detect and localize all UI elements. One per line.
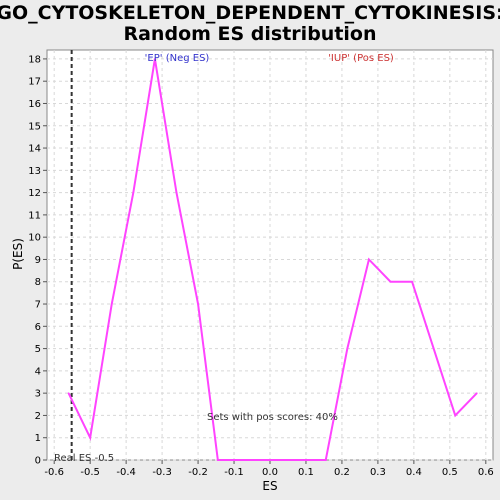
y-tick-label: 9 [35, 255, 41, 266]
y-tick-label: 16 [28, 99, 41, 110]
y-tick-label: 12 [28, 188, 41, 199]
data-point [432, 347, 435, 350]
y-tick-label: 5 [35, 344, 41, 355]
grid-lines [47, 50, 493, 461]
y-tick-label: 0 [35, 456, 41, 467]
data-point [411, 280, 413, 283]
data-point [154, 58, 156, 60]
data-point [281, 459, 284, 461]
x-tick-label: 0.2 [334, 467, 350, 478]
data-point [476, 392, 478, 394]
data-point [324, 459, 327, 461]
data-point [346, 347, 349, 350]
chart-title-line1: GO_CYTOSKELETON_DEPENDENT_CYTOKINESIS: [0, 2, 500, 24]
x-tick-label: -0.1 [224, 467, 244, 478]
x-tick-label: -0.4 [116, 467, 136, 478]
data-point [217, 459, 219, 461]
y-tick-label: 3 [35, 389, 41, 400]
series-points [67, 58, 478, 461]
x-tick-label: 0.0 [262, 467, 278, 478]
data-point [197, 303, 199, 305]
y-tick-label: 10 [28, 233, 41, 244]
x-tick-label: -0.6 [44, 467, 64, 478]
data-point [303, 459, 305, 461]
series-line [67, 58, 478, 461]
real-es-label: Real ES -0.5 [54, 453, 114, 464]
x-tick-label: 0.3 [370, 467, 386, 478]
x-axis-ticks: -0.6 -0.5 -0.4 -0.3 -0.2 -0.1 0.0 0.1 0.2 0.3 0.4 0… [44, 460, 494, 478]
x-tick-label: 0.5 [442, 467, 458, 478]
data-point [89, 436, 91, 439]
data-point [454, 414, 457, 417]
neg-es-label: 'EP' (Neg ES) [145, 53, 210, 64]
y-tick-label: 8 [35, 277, 41, 288]
pos-scores-label: Sets with pos scores: 40% [207, 412, 338, 423]
y-tick-label: 4 [35, 366, 41, 377]
x-tick-label: 0.6 [478, 467, 494, 478]
data-point [238, 459, 241, 461]
y-tick-label: 7 [35, 300, 41, 311]
x-tick-label: -0.5 [80, 467, 100, 478]
y-tick-label: 18 [28, 54, 41, 65]
data-point [260, 459, 262, 461]
y-tick-label: 2 [35, 411, 41, 422]
y-axis-label: P(ES) [11, 238, 25, 270]
data-point [67, 392, 70, 394]
y-tick-label: 13 [28, 166, 41, 177]
data-point [175, 191, 178, 194]
x-tick-label: 0.1 [298, 467, 314, 478]
x-tick-label: -0.3 [152, 467, 172, 478]
pos-es-label: 'IUP' (Pos ES) [328, 53, 394, 64]
y-tick-label: 14 [28, 144, 41, 155]
data-point [389, 280, 392, 283]
y-tick-label: 15 [28, 121, 41, 132]
y-tick-label: 6 [35, 322, 41, 333]
y-tick-label: 1 [35, 433, 41, 444]
y-tick-label: 17 [28, 77, 41, 88]
x-tick-label: 0.4 [406, 467, 422, 478]
data-point [132, 191, 135, 194]
data-point [110, 303, 113, 305]
data-point [368, 258, 370, 261]
y-tick-label: 11 [28, 210, 41, 221]
x-axis-label: ES [262, 479, 277, 493]
x-tick-label: -0.2 [188, 467, 208, 478]
chart-title-line2: Random ES distribution [123, 23, 376, 45]
